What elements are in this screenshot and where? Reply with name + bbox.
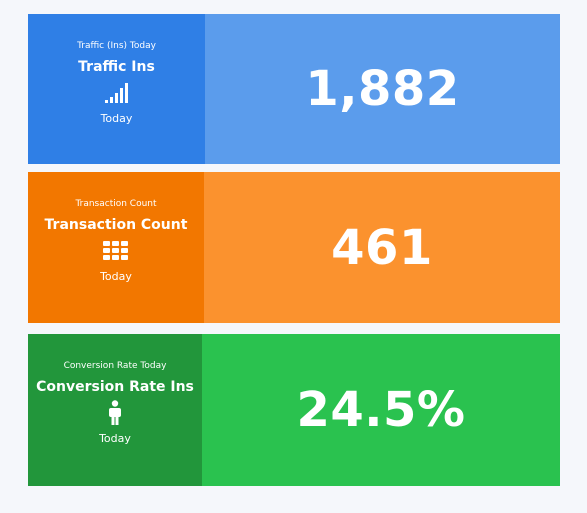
traffic-ins-card-body: 1,882 [205,14,560,164]
metric-value: 24.5% [296,382,466,438]
card-subtitle: Conversion Rate Today [63,361,167,371]
conversion-rate-card: Conversion Rate Today Conversion Rate In… [28,334,560,486]
card-subtitle: Transaction Count [75,199,157,209]
transaction-count-card-header: Transaction Count Transaction Count Toda… [28,172,204,323]
grid-icon [103,238,129,264]
metric-value: 461 [331,219,433,276]
card-title: Transaction Count [44,217,188,233]
conversion-rate-card-header: Conversion Rate Today Conversion Rate In… [28,334,202,486]
period-label: Today [100,270,132,283]
period-label: Today [100,112,133,125]
traffic-ins-card-header: Traffic (Ins) Today Traffic Ins Today [28,14,205,164]
transaction-count-card: Transaction Count Transaction Count Toda… [28,172,560,323]
traffic-ins-card: Traffic (Ins) Today Traffic Ins Today 1,… [28,14,560,164]
conversion-rate-card-body: 24.5% [202,334,560,486]
card-subtitle: Traffic (Ins) Today [77,41,156,51]
metric-value: 1,882 [305,61,460,117]
signal-bars-icon [104,80,130,106]
period-label: Today [99,432,131,445]
person-icon [107,400,123,426]
transaction-count-card-body: 461 [204,172,560,323]
card-title: Traffic Ins [78,59,155,75]
card-title: Conversion Rate Ins [36,379,194,395]
